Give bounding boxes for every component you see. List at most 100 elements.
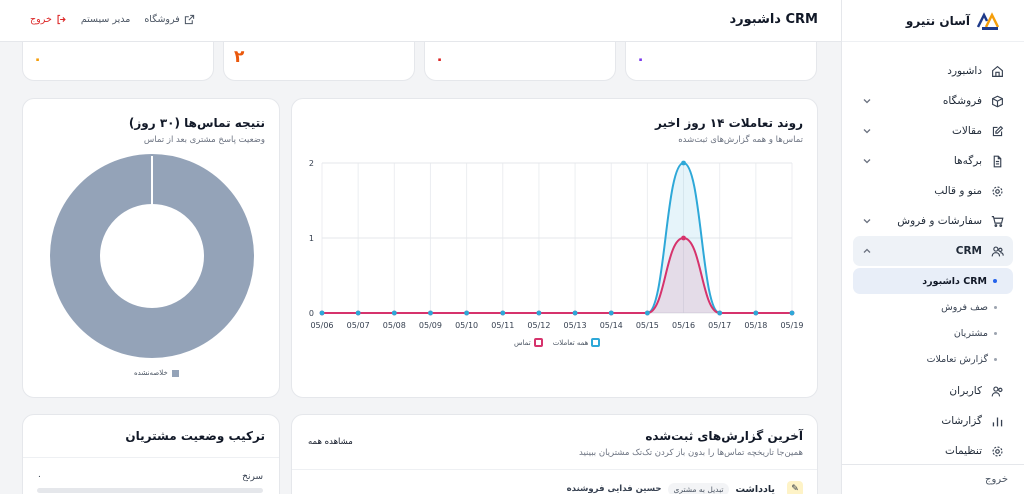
- data-point: [789, 310, 795, 316]
- sidebar-logout[interactable]: خروج: [841, 464, 1024, 494]
- x-tick-label: 05/09: [419, 321, 442, 330]
- sidebar-item-users[interactable]: کاربران: [842, 376, 1024, 406]
- brand[interactable]: آسان نتیرو: [842, 0, 1024, 42]
- submenu-sales-queue[interactable]: صف فروش: [842, 294, 1024, 320]
- stat-card: ۰: [424, 42, 616, 81]
- submenu-customers[interactable]: مشتریان: [842, 320, 1024, 346]
- bullet-icon: [994, 357, 997, 361]
- legend-swatch: [171, 369, 179, 377]
- x-tick-label: 05/06: [310, 321, 333, 330]
- data-point: [391, 310, 397, 316]
- reports-card: آخرین گزارش‌های ثبت‌شده همین‌جا تاریخچه …: [291, 414, 818, 494]
- sidebar-item-dashboard[interactable]: داشبورد: [842, 56, 1024, 86]
- brand-logo-icon: [976, 11, 1000, 30]
- home-icon: [992, 65, 1003, 77]
- trend-subtitle: تماس‌ها و همه گزارش‌های ثبت‌شده: [678, 135, 803, 145]
- status-row-label: سرنخ: [242, 472, 263, 482]
- user-group-icon: [991, 385, 1003, 396]
- data-point: [536, 310, 542, 316]
- topbar: داشبورد CRM خروج مدیر سیستم فروشگاه: [0, 0, 841, 42]
- legend-item-calls[interactable]: تماس: [514, 338, 543, 347]
- submenu-label: صف فروش: [941, 301, 988, 313]
- sidebar-item-label: داشبورد: [947, 65, 982, 77]
- legend-item-all[interactable]: همه تعاملات: [553, 338, 601, 347]
- stat-card: ۰: [625, 42, 817, 81]
- data-point: [355, 310, 361, 316]
- donut-title: نتیجه تماس‌ها (۳۰ روز): [128, 116, 265, 130]
- sidebar-item-label: گزارشات: [941, 415, 982, 427]
- store-label: فروشگاه: [144, 14, 180, 25]
- brand-name: آسان نتیرو: [905, 13, 970, 28]
- legend-label: خلاصه‌نشده: [134, 369, 168, 377]
- sidebar-item-reports[interactable]: گزارشات: [842, 406, 1024, 436]
- x-tick-label: 05/16: [672, 321, 695, 330]
- trend-title: روند تعاملات ۱۴ روز اخیر: [655, 116, 803, 130]
- stat-card: ۲: [223, 42, 415, 81]
- data-point: [500, 310, 506, 316]
- x-tick-label: 05/08: [383, 321, 406, 330]
- data-point: [753, 310, 759, 316]
- submenu-crm-dashboard[interactable]: داشبورد CRM: [853, 268, 1013, 294]
- sidebar-item-label: کاربران: [949, 385, 982, 397]
- x-tick-label: 05/17: [708, 321, 731, 330]
- stat-card: ۰: [22, 42, 214, 81]
- sidebar-item-crm[interactable]: CRM: [853, 236, 1013, 266]
- donut-subtitle: وضعیت پاسخ مشتری بعد از تماس: [143, 135, 265, 145]
- store-link[interactable]: فروشگاه: [144, 14, 194, 25]
- stat-value: ۰: [33, 50, 43, 68]
- status-title: ترکیب وضعیت مشتریان: [125, 429, 265, 443]
- sidebar-item-label: تنظیمات: [944, 445, 982, 457]
- data-point: [681, 160, 686, 166]
- y-tick-label: 0: [309, 309, 314, 318]
- admin-user[interactable]: مدیر سیستم: [81, 14, 130, 25]
- submenu-interaction-report[interactable]: گزارش تعاملات: [842, 346, 1024, 372]
- status-progress-bar: [37, 488, 263, 493]
- logout-link[interactable]: خروج: [30, 14, 67, 25]
- sidebar: آسان نتیرو داشبورد فروشگاه مقالات برگه‌ه…: [841, 0, 1024, 494]
- donut-legend: خلاصه‌نشده: [134, 369, 179, 377]
- view-all-link[interactable]: مشاهده همه: [308, 437, 353, 447]
- submenu-label: داشبورد CRM: [922, 275, 987, 287]
- data-point: [681, 235, 686, 241]
- logout-label: خروج: [30, 14, 52, 25]
- x-tick-label: 05/14: [600, 321, 623, 330]
- bullet-icon: [994, 331, 997, 335]
- users-icon: [991, 245, 1004, 256]
- x-tick-label: 05/15: [636, 321, 659, 330]
- sidebar-item-pages[interactable]: برگه‌ها: [842, 146, 1024, 176]
- data-point: [644, 310, 650, 316]
- x-tick-label: 05/19: [780, 321, 803, 330]
- chevron-up-icon: [863, 248, 871, 253]
- sidebar-item-articles[interactable]: مقالات: [842, 116, 1024, 146]
- stat-value: ۰: [636, 50, 646, 68]
- data-point: [717, 310, 723, 316]
- top-actions: خروج مدیر سیستم فروشگاه: [30, 14, 195, 25]
- admin-label: مدیر سیستم: [80, 14, 131, 25]
- sidebar-item-label: CRM: [955, 245, 982, 257]
- sidebar-item-menu-theme[interactable]: منو و قالب: [842, 176, 1024, 206]
- note-icon: ✎: [787, 481, 803, 494]
- sidebar-item-settings[interactable]: تنظیمات: [842, 436, 1024, 466]
- sidebar-item-store[interactable]: فروشگاه: [842, 86, 1024, 116]
- cart-icon: [991, 215, 1004, 227]
- chevron-down-icon: [863, 219, 871, 224]
- stat-value: ۰: [435, 50, 445, 68]
- report-author: حسین فدایی فروشنده: [566, 484, 662, 494]
- x-tick-label: 05/11: [491, 321, 514, 330]
- external-link-icon: [184, 14, 194, 25]
- chevron-down-icon: [863, 129, 871, 134]
- data-point: [428, 310, 433, 316]
- bullet-icon: [994, 305, 997, 309]
- data-point: [319, 310, 325, 316]
- status-row-value: ۰: [37, 472, 42, 482]
- data-point: [572, 310, 578, 316]
- sidebar-item-orders[interactable]: سفارشات و فروش: [842, 206, 1024, 236]
- chevron-down-icon: [863, 99, 871, 104]
- report-row[interactable]: حسین فدایی فروشنده تبدیل به مشتری یادداش…: [567, 481, 803, 494]
- sidebar-item-label: منو و قالب: [934, 185, 982, 197]
- status-card: ترکیب وضعیت مشتریان سرنخ ۰: [22, 414, 280, 494]
- x-tick-label: 05/07: [347, 321, 370, 330]
- sidebar-item-label: مقالات: [951, 125, 982, 137]
- logout-icon: [57, 14, 66, 25]
- sidebar-item-label: سفارشات و فروش: [897, 215, 982, 227]
